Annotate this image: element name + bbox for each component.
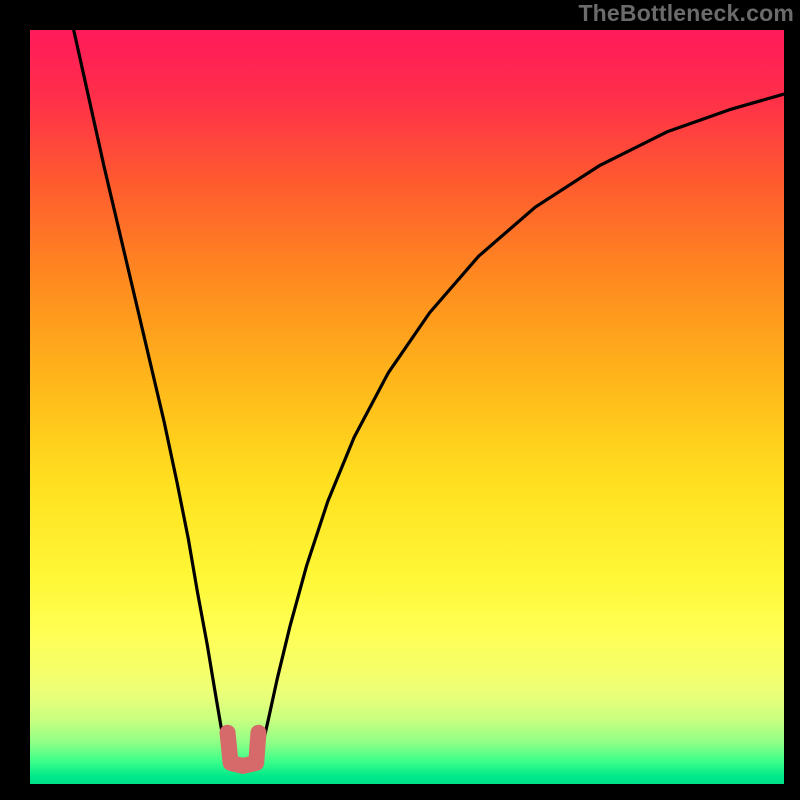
left-curve: [74, 30, 228, 759]
valley-marker: [228, 733, 259, 766]
right-curve: [258, 94, 784, 759]
curve-layer: [30, 30, 784, 784]
attribution-label: TheBottleneck.com: [578, 0, 794, 27]
chart-frame: TheBottleneck.com: [0, 0, 800, 800]
plot-area: [30, 30, 784, 784]
